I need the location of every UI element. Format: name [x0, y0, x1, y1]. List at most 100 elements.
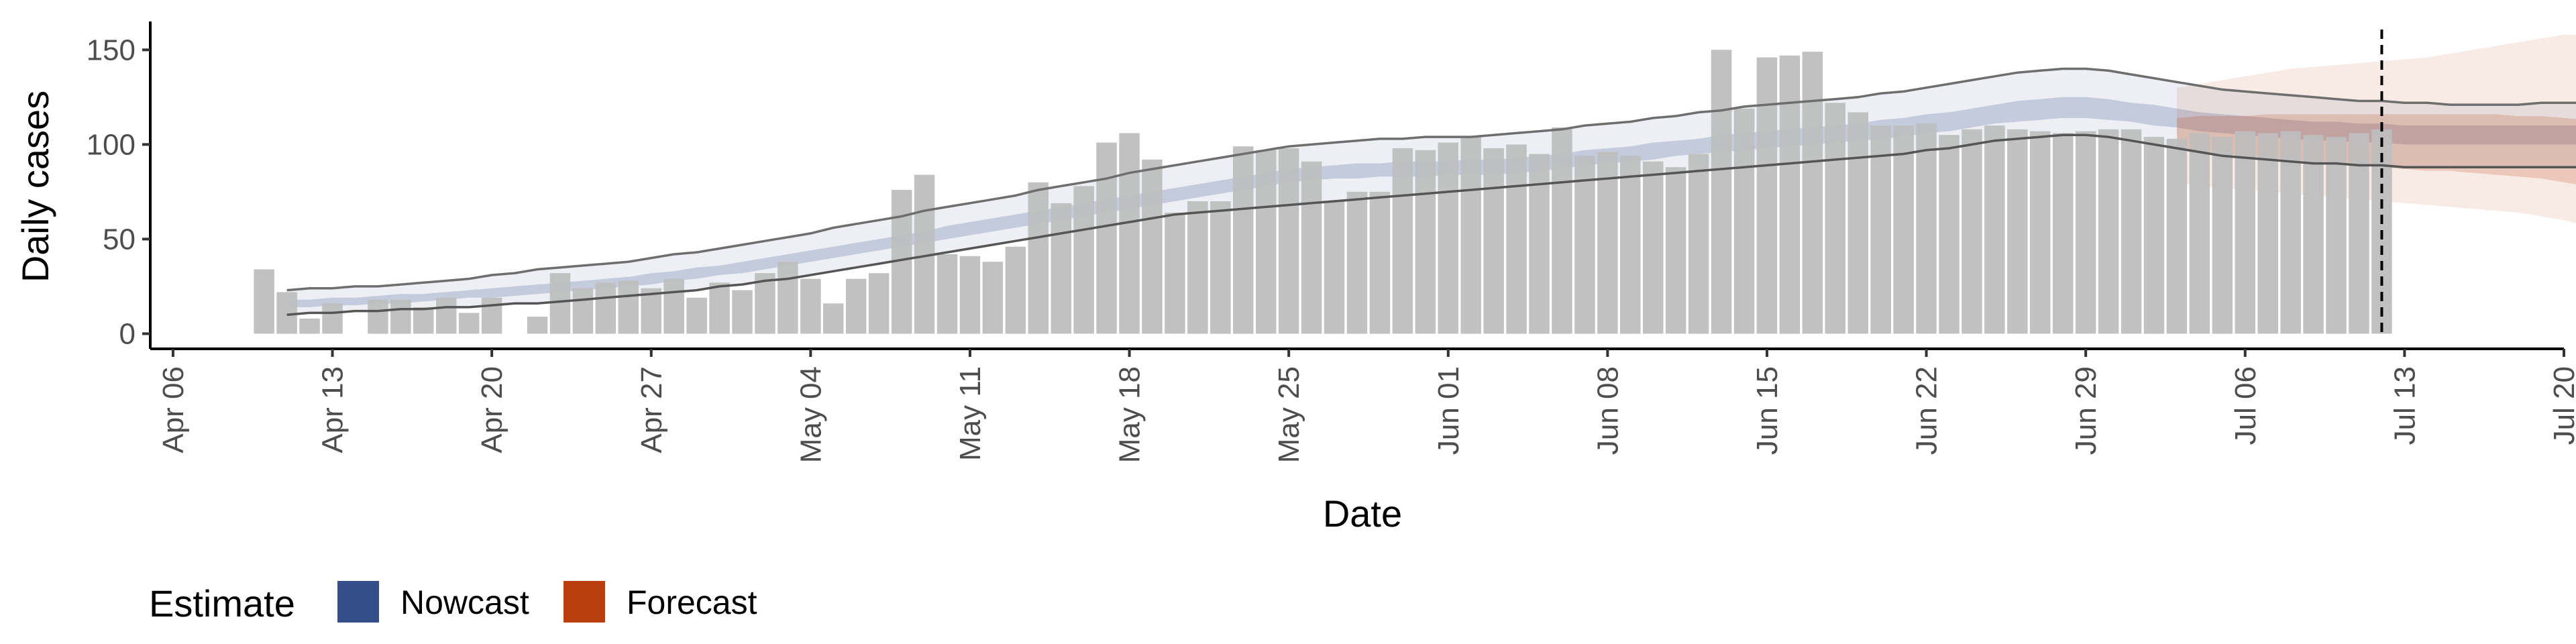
case-bar: [1073, 186, 1094, 334]
case-bar: [777, 262, 798, 334]
x-tick-label: Jul 13: [2388, 366, 2421, 445]
case-bar: [732, 290, 753, 334]
legend-swatch-forecast: [564, 581, 605, 623]
x-tick-label: Apr 06: [157, 366, 190, 453]
case-bar: [1438, 142, 1458, 334]
x-axis-title: Date: [1323, 492, 1402, 535]
case-bar: [481, 297, 502, 334]
case-bar: [368, 299, 388, 334]
case-bar: [436, 297, 457, 334]
case-bar: [595, 282, 616, 334]
case-bar: [1051, 203, 1071, 334]
case-bar: [1233, 146, 1254, 334]
nowcast-upper-line: [286, 67, 2576, 292]
case-bar: [823, 303, 844, 334]
case-bar: [1369, 191, 1391, 334]
nowcast-lower-line: [286, 133, 2576, 316]
case-bar: [572, 288, 594, 334]
case-bar: [800, 278, 821, 334]
x-tick-label: Jun 29: [2070, 366, 2102, 455]
case-bar: [1939, 135, 1960, 334]
case-bar: [1597, 152, 1618, 334]
case-bar: [1005, 246, 1026, 334]
case-bar: [709, 282, 730, 334]
case-bar: [1187, 201, 1208, 334]
case-bar: [1256, 150, 1277, 334]
x-tick-label: May 18: [1114, 366, 1146, 463]
case-bar: [1142, 159, 1163, 334]
x-tick-label: Jun 15: [1751, 366, 1784, 455]
case-bar: [1756, 57, 1778, 334]
case-bar: [276, 292, 297, 334]
y-tick-label: 100: [87, 128, 136, 161]
case-bar: [2121, 129, 2142, 334]
legend-label-nowcast: Nowcast: [400, 584, 529, 621]
case-bar: [1916, 123, 1937, 334]
case-bar: [458, 313, 480, 334]
case-bars: [254, 50, 2392, 334]
legend-title: Estimate: [149, 582, 295, 625]
case-bar: [2303, 135, 2324, 334]
y-axis-title: Daily cases: [14, 91, 56, 282]
case-bar: [413, 307, 434, 334]
case-bar: [868, 273, 890, 334]
case-bar: [1506, 144, 1527, 334]
case-bar: [618, 280, 639, 334]
case-bar: [2007, 129, 2028, 334]
case-bar: [2098, 129, 2119, 334]
case-bar: [1301, 161, 1322, 334]
case-bar: [663, 278, 684, 334]
x-tick-label: Apr 20: [476, 366, 508, 453]
y-tick-label: 150: [87, 34, 136, 66]
case-bar: [549, 273, 571, 334]
x-tick-label: Apr 27: [635, 366, 668, 453]
x-tick-label: Jul 06: [2229, 366, 2262, 445]
x-tick-label: Jun 01: [1432, 366, 1465, 455]
case-bar: [686, 297, 707, 334]
case-bar: [1870, 125, 1891, 334]
interval-lines: [286, 67, 2576, 316]
case-bar: [2053, 133, 2074, 334]
case-bar: [846, 278, 867, 334]
case-bar: [254, 269, 274, 334]
legend-label-forecast: Forecast: [627, 584, 757, 621]
x-tick-label: Jun 08: [1591, 366, 1624, 455]
case-bar: [1688, 154, 1709, 334]
case-bar: [1483, 148, 1504, 334]
case-bar: [1962, 129, 1982, 334]
case-bar: [1165, 212, 1185, 334]
case-bar: [1847, 112, 1868, 334]
case-bar: [2235, 131, 2255, 334]
case-bar: [1779, 55, 1801, 334]
x-tick-label: Jun 22: [1911, 366, 1943, 455]
case-bar: [2075, 131, 2096, 334]
case-bar: [1278, 148, 1299, 334]
case-bar: [1620, 156, 1641, 334]
case-bar: [2257, 133, 2278, 334]
case-bar: [2189, 133, 2210, 334]
case-bar: [936, 254, 958, 334]
case-bar: [299, 318, 320, 334]
x-tick-label: Apr 13: [317, 366, 350, 453]
case-bar: [1665, 167, 1686, 334]
case-bar: [1825, 103, 1845, 334]
case-bar: [982, 262, 1004, 334]
case-bar: [1119, 133, 1140, 334]
case-bar: [2326, 137, 2347, 334]
case-bar: [2030, 131, 2051, 334]
x-tick-label: May 25: [1273, 366, 1305, 463]
case-bar: [1643, 161, 1664, 334]
case-bar: [1574, 156, 1595, 334]
x-tick-label: Jul 20: [2548, 366, 2576, 445]
case-bar: [1415, 150, 1436, 334]
legend: Estimate Nowcast Forecast: [149, 581, 757, 625]
y-tick-label: 0: [119, 317, 136, 350]
case-bar: [527, 317, 548, 334]
case-bar: [1210, 201, 1231, 334]
case-bar: [390, 299, 411, 334]
case-bar: [641, 288, 661, 334]
case-bar: [2143, 137, 2165, 334]
case-bar: [755, 273, 775, 334]
case-bar: [1802, 52, 1823, 334]
